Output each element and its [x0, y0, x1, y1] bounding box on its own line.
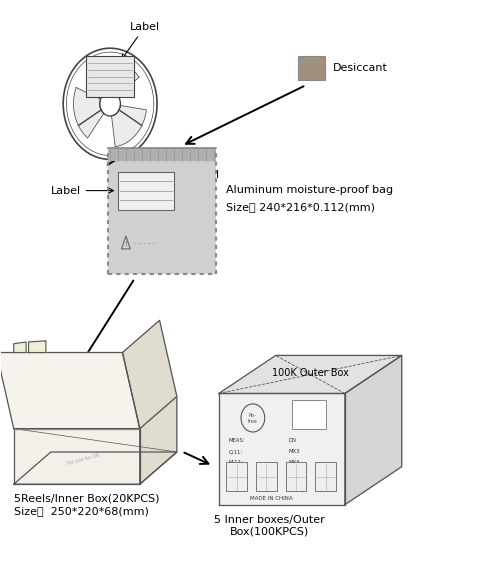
Text: 5Reels/Inner Box(20KPCS): 5Reels/Inner Box(20KPCS) — [14, 493, 159, 503]
Text: DN: DN — [288, 438, 296, 443]
Text: MEAS:: MEAS: — [229, 438, 246, 443]
Bar — [117, 172, 174, 209]
Polygon shape — [140, 396, 177, 484]
Polygon shape — [345, 356, 402, 505]
Bar — [286, 462, 306, 492]
Text: MX3: MX3 — [288, 449, 300, 454]
Polygon shape — [14, 452, 177, 484]
Polygon shape — [219, 356, 402, 393]
Bar — [108, 148, 216, 161]
Text: M.11:: M.11: — [229, 460, 244, 465]
Text: !: ! — [124, 241, 127, 248]
Bar — [256, 462, 277, 492]
Polygon shape — [14, 429, 140, 484]
Polygon shape — [111, 105, 147, 147]
Text: for use by QR: for use by QR — [67, 453, 100, 466]
Polygon shape — [28, 341, 46, 353]
Text: free: free — [248, 419, 258, 424]
Polygon shape — [74, 88, 104, 138]
Text: Label: Label — [51, 186, 113, 196]
Polygon shape — [14, 342, 26, 353]
Text: Size：  250*220*68(mm): Size： 250*220*68(mm) — [14, 506, 149, 516]
Bar — [86, 56, 134, 97]
Text: 5 Inner boxes/Outer
Box(100KPCS): 5 Inner boxes/Outer Box(100KPCS) — [214, 515, 325, 537]
Polygon shape — [122, 320, 177, 429]
Text: Q.11:: Q.11: — [229, 449, 243, 454]
Text: Aluminum moisture-proof bag: Aluminum moisture-proof bag — [226, 185, 394, 195]
Text: Label: Label — [122, 22, 160, 59]
Polygon shape — [14, 396, 177, 429]
Bar — [315, 462, 336, 492]
Bar — [108, 151, 216, 273]
Text: Size： 240*216*0.112(mm): Size： 240*216*0.112(mm) — [226, 202, 375, 212]
Bar — [227, 462, 247, 492]
Bar — [292, 400, 326, 429]
Text: Pb-: Pb- — [249, 413, 257, 418]
Polygon shape — [96, 61, 139, 96]
Bar — [298, 56, 325, 81]
Text: 4,000PCS/Reel: 4,000PCS/Reel — [138, 170, 219, 180]
Polygon shape — [219, 393, 345, 505]
Text: 100K Outer Box: 100K Outer Box — [272, 368, 349, 377]
Text: MX3: MX3 — [288, 460, 300, 465]
Text: Desiccant: Desiccant — [332, 63, 387, 73]
Text: MADE IN CHINA: MADE IN CHINA — [250, 496, 293, 500]
Text: - - - - -: - - - - - — [134, 240, 156, 246]
Polygon shape — [0, 353, 140, 429]
